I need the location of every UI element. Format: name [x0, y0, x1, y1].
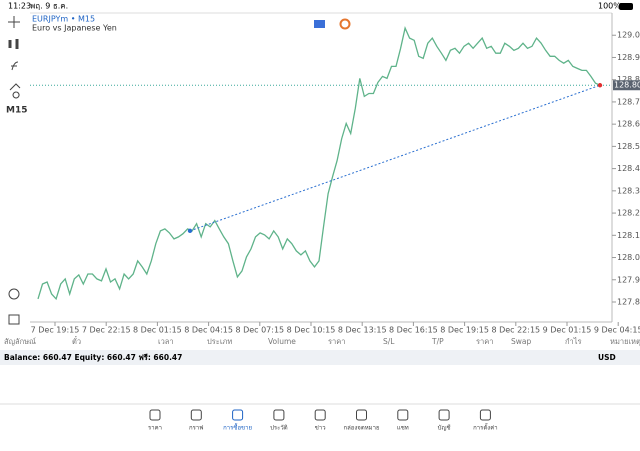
tab-label[interactable]: ข่าว: [315, 425, 326, 432]
trend-anchor[interactable]: [597, 83, 603, 88]
tab-icon[interactable]: [438, 409, 450, 421]
x-tick-label: 9 Dec 01:15: [543, 326, 592, 335]
column-header[interactable]: Swap: [511, 337, 531, 346]
tab-label[interactable]: ราคา: [148, 425, 162, 432]
y-tick-label: 128.330: [617, 186, 640, 195]
tab-icon[interactable]: [314, 409, 326, 421]
crosshair-icon[interactable]: [8, 16, 20, 28]
tab-icon[interactable]: [149, 409, 161, 421]
status-battery: 100%: [598, 2, 621, 11]
column-header[interactable]: ราคา: [476, 337, 493, 346]
y-tick-label: 128.430: [617, 164, 640, 173]
trend-anchor[interactable]: [187, 228, 193, 234]
y-tick-label: 128.830: [617, 75, 640, 84]
x-tick-label: 8 Dec 07:15: [235, 326, 284, 335]
x-tick-label: 8 Dec 04:15: [184, 326, 233, 335]
objects-icon[interactable]: [9, 83, 21, 99]
y-tick-label: 129.030: [617, 31, 640, 40]
tab-icon[interactable]: [356, 409, 367, 421]
y-tick-label: 128.130: [617, 231, 640, 240]
x-tick-label: 7 Dec 22:15: [82, 326, 131, 335]
tab-label[interactable]: แชท: [397, 425, 409, 432]
indicator-icon[interactable]: [11, 61, 19, 71]
x-tick-label: 8 Dec 22:15: [491, 326, 540, 335]
table-header: [0, 336, 640, 349]
x-tick-label: 8 Dec 10:15: [287, 326, 336, 335]
column-header[interactable]: Volume: [268, 337, 296, 346]
y-tick-label: 128.030: [617, 253, 640, 262]
column-header[interactable]: กำไร: [565, 337, 582, 346]
timeframe[interactable]: M15: [6, 106, 27, 116]
x-tick-label: 8 Dec 13:15: [338, 326, 387, 335]
x-tick-label: 9 Dec 04:15: [594, 326, 640, 335]
left-toolbar: [8, 16, 21, 325]
chart-subtitle: Euro vs Japanese Yen: [32, 24, 117, 33]
tab-label[interactable]: ประวัติ: [270, 425, 288, 432]
tab-label[interactable]: การซื้อขาย: [223, 422, 252, 432]
y-tick-label: 128.730: [617, 97, 640, 106]
column-header[interactable]: S/L: [383, 337, 395, 346]
trend-line[interactable]: [189, 84, 601, 232]
tab-icon[interactable]: [479, 409, 491, 421]
column-header[interactable]: ตั๋ว: [72, 336, 81, 346]
y-tick-label: 127.830: [617, 297, 640, 306]
status-time: 11:23: [8, 2, 31, 11]
balance-bar: [0, 350, 640, 365]
oneclick-icon[interactable]: [339, 18, 351, 30]
column-header[interactable]: สัญลักษณ์: [4, 337, 36, 346]
price-label-box: [613, 80, 640, 91]
x-tick-label: 8 Dec 19:15: [440, 326, 489, 335]
tab-icon[interactable]: [190, 409, 202, 421]
candles-icon[interactable]: [8, 39, 19, 49]
balance-text: Balance: 660.47 Equity: 660.47 ฟรี: 660.…: [4, 353, 182, 362]
add-icon[interactable]: [8, 314, 20, 325]
tab-icon[interactable]: [232, 409, 244, 421]
zoom-icon[interactable]: [8, 288, 20, 300]
price-line-series: [37, 26, 601, 301]
y-tick-label: 128.230: [617, 209, 640, 218]
tab-icon[interactable]: [397, 409, 409, 421]
tab-label[interactable]: กล่องจดหมาย: [343, 425, 379, 432]
tab-label[interactable]: การตั้งค่า: [473, 422, 497, 432]
y-tick-label: 128.630: [617, 120, 640, 129]
y-tick-label: 128.530: [617, 142, 640, 151]
status-date: พฤ. 9 ธ.ค.: [30, 2, 68, 11]
chart-title: EURJPYm • M15: [32, 15, 95, 24]
tab-label[interactable]: บัญชี: [438, 424, 451, 432]
x-tick-label: 8 Dec 16:15: [389, 326, 438, 335]
balance-currency: USD: [598, 353, 616, 362]
column-header[interactable]: เวลา: [158, 337, 174, 346]
column-header[interactable]: T/P: [431, 337, 444, 346]
column-header[interactable]: ประเภท: [207, 337, 232, 346]
column-header[interactable]: หมายเหตุ: [610, 337, 640, 346]
price-label: 128.805: [614, 81, 640, 90]
y-tick-label: 127.930: [617, 275, 640, 284]
x-tick-label: 7 Dec 19:15: [31, 326, 80, 335]
column-header[interactable]: ราคา: [328, 337, 345, 346]
trade-button[interactable]: [314, 20, 325, 28]
tab-icon[interactable]: [273, 409, 285, 421]
battery-icon: [619, 3, 633, 10]
tab-label[interactable]: กราฟ: [189, 425, 203, 432]
y-tick-label: 128.930: [617, 53, 640, 62]
x-tick-label: 8 Dec 01:15: [133, 326, 182, 335]
